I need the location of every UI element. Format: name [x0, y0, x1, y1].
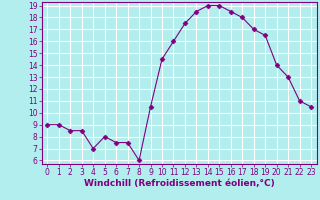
X-axis label: Windchill (Refroidissement éolien,°C): Windchill (Refroidissement éolien,°C)	[84, 179, 275, 188]
